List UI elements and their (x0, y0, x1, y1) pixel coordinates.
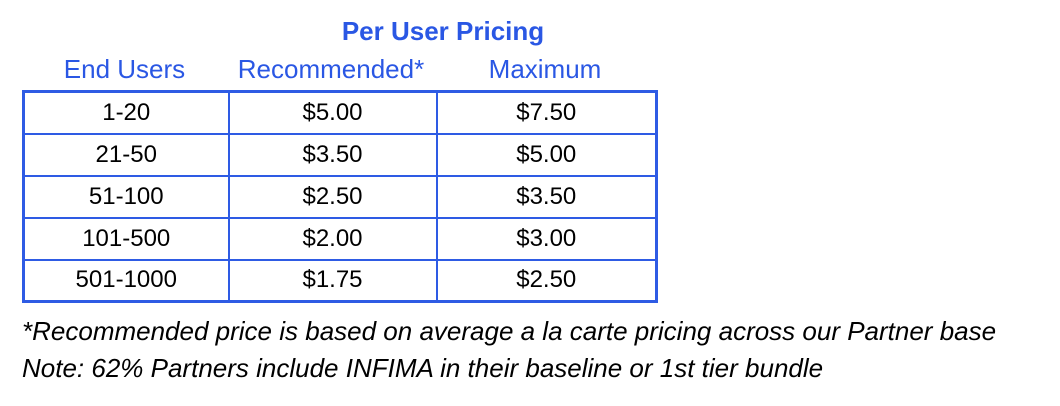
recommended-price-cell: $2.00 (227, 216, 438, 261)
table-row: 21-50 $3.50 $5.00 (22, 132, 658, 177)
end-users-cell: 101-500 (22, 216, 230, 261)
maximum-price-cell: $3.00 (435, 216, 658, 261)
page-title: Per User Pricing (341, 16, 545, 46)
column-header-maximum: Maximum (488, 54, 602, 84)
footnotes: *Recommended price is based on average a… (22, 313, 1060, 387)
recommended-price-cell: $3.50 (227, 132, 438, 177)
column-header-recommended: Recommended* (237, 54, 425, 84)
end-users-cell: 501-1000 (22, 258, 230, 303)
maximum-price-cell: $2.50 (435, 258, 658, 303)
maximum-price-cell: $5.00 (435, 132, 658, 177)
end-users-cell: 51-100 (22, 174, 230, 219)
footnote-bundle: Note: 62% Partners include INFIMA in the… (22, 353, 824, 383)
table-row: 51-100 $2.50 $3.50 (22, 174, 658, 219)
table-row: 101-500 $2.00 $3.00 (22, 216, 658, 261)
maximum-price-cell: $7.50 (435, 90, 658, 135)
table-row: 1-20 $5.00 $7.50 (22, 90, 658, 135)
table-row: 501-1000 $1.75 $2.50 (22, 258, 658, 303)
end-users-cell: 1-20 (22, 90, 230, 135)
recommended-price-cell: $5.00 (227, 90, 438, 135)
recommended-price-cell: $1.75 (227, 258, 438, 303)
end-users-cell: 21-50 (22, 132, 230, 177)
footnote-recommended: *Recommended price is based on average a… (22, 316, 997, 346)
recommended-price-cell: $2.50 (227, 174, 438, 219)
pricing-table: 1-20 $5.00 $7.50 21-50 $3.50 $5.00 51-10… (22, 90, 658, 303)
column-header-end-users: End Users (63, 54, 186, 84)
table-header-row: End Users Recommended* Maximum (22, 54, 655, 84)
maximum-price-cell: $3.50 (435, 174, 658, 219)
